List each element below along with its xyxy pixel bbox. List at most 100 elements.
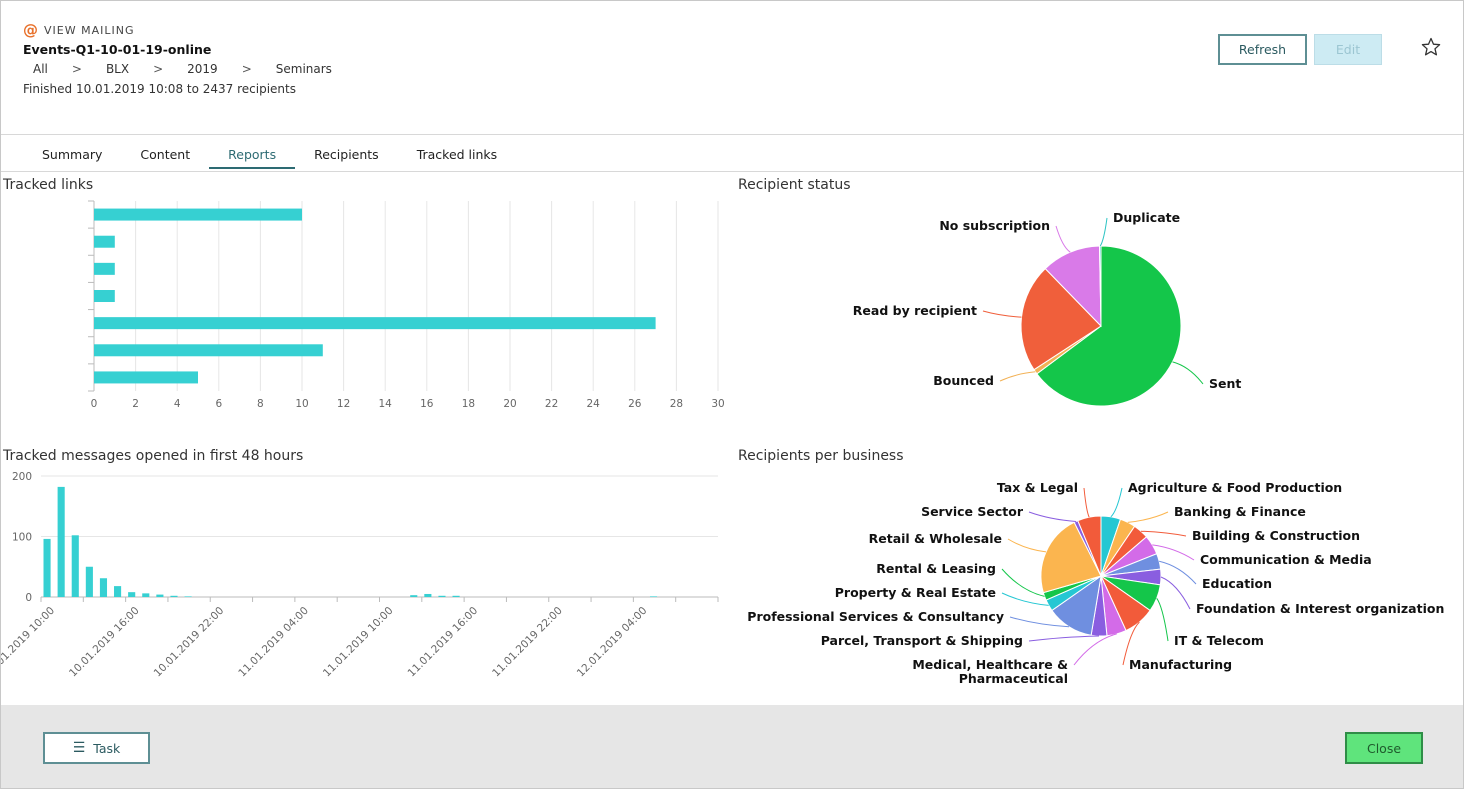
hourly-bar: [184, 596, 192, 597]
pie-label: Pharmaceutical: [959, 671, 1068, 686]
tab-tracked-links[interactable]: Tracked links: [416, 147, 498, 162]
per-business-title: Recipients per business: [738, 448, 904, 464]
pie-leader-line: [1159, 560, 1197, 585]
breadcrumb-separator: >: [71, 62, 82, 76]
pie-leader-line: [1001, 592, 1049, 606]
hourly-bar: [649, 596, 658, 597]
pie-leader-line: [1099, 217, 1108, 247]
recipient-status-chart: Sent Bounced Read by recipient No subscript…: [853, 210, 1241, 407]
pie-leader-line: [1007, 538, 1047, 553]
x-tick-label: 0: [91, 398, 98, 410]
pie-leader-line: [1122, 621, 1140, 666]
tab-bar: Summary Content Reports Recipients Track…: [23, 140, 516, 170]
menu-icon: ☰: [72, 740, 86, 756]
x-tick-label: 20: [503, 398, 516, 410]
pie-slice: [1044, 245, 1102, 328]
mailing-title: Events-Q1-10-01-19-online: [23, 42, 212, 57]
tab-recipients[interactable]: Recipients: [314, 147, 379, 162]
x-tick-label: 11.01.2019 10:00: [321, 605, 396, 680]
pie-label: Bounced: [933, 373, 994, 388]
hourly-bar: [114, 586, 122, 597]
pie-leader-line: [1127, 511, 1169, 523]
x-tick-label: 16: [420, 398, 434, 410]
hourly-bar: [43, 538, 51, 597]
pie-label: Education: [1202, 576, 1272, 591]
task-button-label: Task: [93, 740, 121, 756]
tab-summary[interactable]: Summary: [42, 147, 103, 162]
x-tick-label: 22: [545, 398, 558, 410]
x-tick-label: 28: [670, 398, 683, 410]
tab-content[interactable]: Content: [140, 147, 191, 162]
hourly-bar: [71, 535, 79, 597]
pie-label: Communication & Media: [1200, 552, 1372, 567]
link-bar: [94, 371, 198, 384]
link-bar: [94, 235, 115, 248]
mailing-status: Finished 10.01.2019 10:08 to 2437 recipi…: [23, 82, 296, 96]
x-tick-label: 14: [379, 398, 393, 410]
pie-leader-line: [1083, 487, 1090, 518]
pie-leader-line: [1055, 225, 1071, 253]
pie-label: IT & Telecom: [1174, 633, 1264, 648]
link-bar: [94, 208, 302, 221]
link-bar: [94, 317, 656, 330]
breadcrumb: All > BLX > 2019 > Seminars: [33, 62, 356, 76]
close-button[interactable]: Close: [1345, 732, 1423, 764]
pie-leader-line: [1001, 568, 1045, 597]
opened-48h-title: Tracked messages opened in first 48 hour…: [3, 448, 304, 464]
pie-slice: [1040, 521, 1102, 594]
hourly-bar: [438, 595, 446, 597]
pie-label: Rental & Leasing: [876, 561, 996, 576]
link-bar: [94, 262, 115, 275]
y-tick-label: 200: [12, 471, 32, 483]
hourly-bar: [142, 593, 150, 597]
tab-reports[interactable]: Reports: [209, 140, 296, 169]
x-tick-label: 2: [132, 398, 139, 410]
x-tick-label: 30: [711, 398, 724, 410]
x-tick-label: 10.01.2019 22:00: [152, 605, 227, 680]
hourly-bar: [156, 594, 164, 597]
pie-label: Agriculture & Food Production: [1128, 480, 1342, 495]
hourly-bar: [99, 578, 108, 597]
y-tick-label: 0: [25, 592, 32, 604]
hourly-bar: [57, 486, 65, 597]
star-icon[interactable]: [1421, 37, 1441, 57]
pie-label: Manufacturing: [1129, 657, 1232, 672]
breadcrumb-separator: >: [153, 62, 164, 76]
pie-label: Medical, Healthcare &: [912, 657, 1068, 672]
pie-leader-line: [982, 310, 1022, 318]
breadcrumb-blx[interactable]: BLX: [105, 62, 130, 76]
pie-label: Property & Real Estate: [835, 585, 996, 600]
breadcrumb-seminars[interactable]: Seminars: [275, 62, 332, 76]
pie-label: Read by recipient: [853, 303, 977, 318]
x-tick-label: 11.01.2019 16:00: [405, 605, 480, 680]
view-mailing-label: VIEW MAILING: [44, 24, 135, 37]
link-bar: [94, 344, 323, 357]
pie-leader-line: [1110, 487, 1123, 518]
x-tick-label: 10: [295, 398, 308, 410]
view-mailing-heading: @ VIEW MAILING: [23, 23, 134, 38]
pie-leader-line: [1152, 544, 1195, 561]
pie-leader-line: [999, 371, 1036, 382]
breadcrumb-all[interactable]: All: [33, 62, 48, 76]
pie-label: Banking & Finance: [1174, 504, 1306, 519]
mailing-header: @ VIEW MAILING Events-Q1-10-01-19-online…: [1, 1, 1463, 135]
edit-button[interactable]: Edit: [1314, 34, 1382, 65]
x-tick-label: 10.01.2019 16:00: [67, 605, 142, 680]
x-tick-label: 6: [215, 398, 222, 410]
recipient-status-title: Recipient status: [738, 177, 851, 193]
x-tick-label: 11.01.2019 04:00: [236, 605, 311, 680]
breadcrumb-2019[interactable]: 2019: [187, 62, 218, 76]
x-tick-label: 11.01.2019 22:00: [490, 605, 565, 680]
pie-label: Building & Construction: [1192, 528, 1360, 543]
pie-leader-line: [1172, 361, 1204, 385]
x-tick-label: 12.01.2019 04:00: [575, 605, 650, 680]
pie-label: Tax & Legal: [997, 480, 1078, 495]
task-button[interactable]: ☰ Task: [43, 732, 150, 764]
refresh-button[interactable]: Refresh: [1218, 34, 1307, 65]
pie-label: Professional Services & Consultancy: [747, 609, 1004, 624]
hourly-bar: [424, 593, 432, 597]
x-tick-label: 18: [462, 398, 475, 410]
pie-slice: [1020, 267, 1102, 371]
